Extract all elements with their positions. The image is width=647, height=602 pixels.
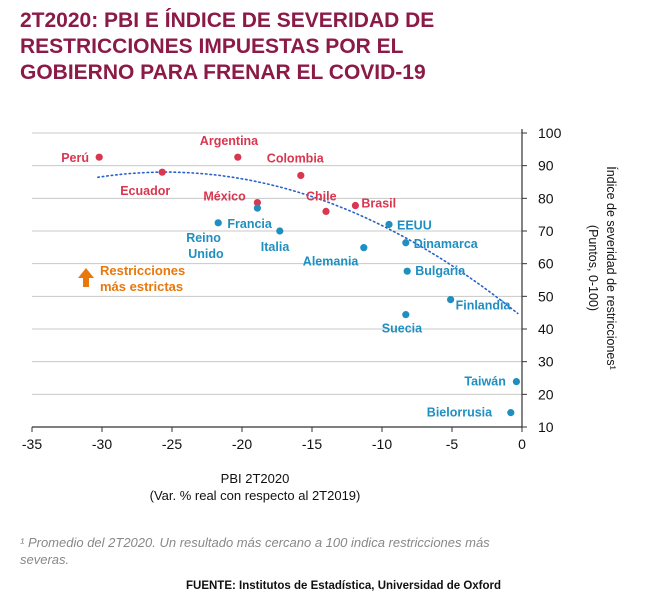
data-point — [297, 171, 305, 180]
data-point — [234, 153, 242, 161]
data-point — [360, 244, 368, 252]
y-axis-label-line-2: (Puntos, 0-100) — [586, 225, 600, 311]
data-point — [253, 204, 261, 212]
x-tick-label: -20 — [232, 436, 252, 452]
title-line-2: RESTRICCIONES IMPUESTAS POR EL — [20, 35, 404, 58]
data-point — [276, 227, 284, 235]
y-tick-label: 100 — [538, 125, 562, 141]
annotation-line-2: más estrictas — [100, 279, 183, 294]
point-label: Finlandia — [456, 299, 512, 313]
data-point — [351, 201, 359, 210]
x-tick-label: -15 — [302, 436, 322, 452]
data-point — [402, 311, 410, 319]
y-tick-label: 30 — [538, 354, 554, 370]
data-point — [158, 168, 166, 176]
data-point — [403, 267, 411, 275]
point-label: Reino — [186, 231, 221, 245]
x-axis-label: PBI 2T2020 (Var. % real con respecto al … — [140, 470, 370, 504]
annotation-line-1: Restricciones — [100, 263, 185, 278]
y-tick-label: 20 — [538, 386, 554, 402]
data-point — [322, 207, 330, 215]
title-line-3: GOBIERNO PARA FRENAR EL COVID-19 — [20, 61, 426, 84]
data-point — [507, 409, 515, 417]
x-tick-label: -5 — [446, 436, 459, 452]
data-point — [385, 220, 393, 229]
data-point — [95, 153, 103, 161]
y-tick-label: 60 — [538, 256, 554, 272]
x-axis-label-line-1: PBI 2T2020 — [220, 471, 290, 486]
point-label: Perú — [61, 151, 89, 165]
chart-title: 2T2020: PBI E ÍNDICE DE SEVERIDAD DE RES… — [20, 8, 630, 86]
point-label: Italia — [261, 240, 291, 254]
y-tick-label: 90 — [538, 158, 554, 174]
trend-line-group — [97, 171, 519, 315]
point-label: Alemania — [303, 255, 360, 269]
point-label: Dinamarca — [414, 237, 479, 251]
up-arrow-icon — [78, 268, 94, 287]
point-label: México — [203, 190, 246, 204]
point-label: Chile — [306, 189, 337, 203]
data-point — [447, 296, 455, 304]
x-tick-label: -35 — [22, 436, 42, 452]
point-label: Francia — [227, 217, 273, 231]
data-point — [512, 377, 521, 386]
point-label: Suecia — [382, 322, 423, 336]
y-axis-label-line-1: Índice de severidad de restricciones¹ — [604, 166, 619, 370]
trend-line — [97, 171, 519, 315]
y-tick-label: 70 — [538, 223, 554, 239]
title-line-1: 2T2020: PBI E ÍNDICE DE SEVERIDAD DE — [20, 9, 435, 32]
data-point — [402, 239, 410, 247]
point-label: Colombia — [267, 151, 325, 165]
point-label: Brasil — [361, 197, 396, 211]
x-axis-label-line-2: (Var. % real con respecto al 2T2019) — [149, 488, 361, 503]
y-tick-label: 40 — [538, 321, 554, 337]
y-tick-label: 50 — [538, 288, 554, 304]
data-point — [214, 219, 222, 227]
point-label: Ecuador — [120, 184, 170, 198]
data-point — [253, 198, 261, 207]
point-label: Taiwán — [464, 375, 505, 389]
point-label: Unido — [188, 247, 224, 261]
x-tick-label: -25 — [162, 436, 182, 452]
point-label: Argentina — [200, 134, 259, 148]
footnote: ¹ Promedio del 2T2020. Un resultado más … — [20, 535, 490, 567]
y-tick-label: 10 — [538, 419, 554, 435]
point-label: Bielorrusia — [427, 406, 493, 420]
y-tick-label: 80 — [538, 190, 554, 206]
axes: 10 20 30 40 50 60 70 80 90 100 -35 -30 -25 -20 -15 -10 -… — [22, 125, 562, 452]
x-tick-label: -30 — [92, 436, 112, 452]
y-axis-label: Índice de severidad de restricciones¹ (Pu… — [586, 166, 619, 370]
point-label: Bulgaria — [415, 264, 466, 278]
x-tick-label: 0 — [518, 436, 526, 452]
scatter-chart: 10 20 30 40 50 60 70 80 90 100 -35 -30 -25 -20 -15 -10 -… — [22, 125, 619, 452]
point-label: EEUU — [397, 218, 432, 232]
data-points: Perú Ecuador Argentina Colombia México Chile B… — [61, 134, 521, 420]
x-tick-label: -10 — [372, 436, 392, 452]
source-note: FUENTE: Institutos de Estadística, Unive… — [186, 580, 502, 592]
